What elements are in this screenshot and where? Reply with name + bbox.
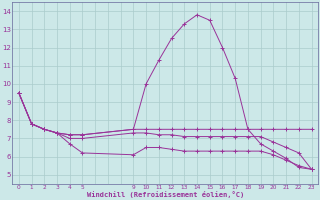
X-axis label: Windchill (Refroidissement éolien,°C): Windchill (Refroidissement éolien,°C) <box>87 191 244 198</box>
